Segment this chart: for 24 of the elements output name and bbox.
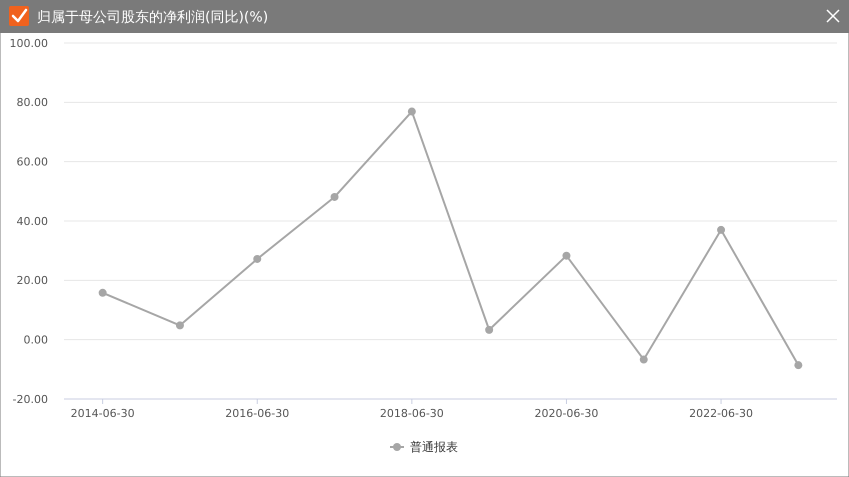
- point: [485, 326, 494, 334]
- y-tick-label: 40.00: [16, 214, 48, 228]
- x-tick-label: 2018-06-30: [380, 407, 444, 420]
- point: [98, 288, 107, 297]
- x-tick-label: 2016-06-30: [225, 407, 290, 420]
- y-tick-label: 100.00: [10, 36, 48, 50]
- point: [408, 108, 416, 116]
- point: [176, 321, 184, 330]
- x-tick-label: 2022-06-30: [689, 407, 754, 420]
- point: [794, 361, 802, 370]
- x-tick-label: 2020-06-30: [534, 407, 598, 420]
- point: [717, 226, 726, 234]
- y-tick-label: 0.00: [24, 334, 48, 347]
- y-tick-label: -20.00: [12, 392, 48, 406]
- legend-label: 普通报表: [410, 440, 458, 454]
- y-tick-label: 80.00: [16, 96, 48, 110]
- point: [640, 356, 648, 364]
- point: [253, 254, 262, 263]
- x-tick-label: 2014-06-30: [70, 407, 135, 420]
- point: [330, 192, 339, 201]
- point: [562, 252, 570, 260]
- y-tick-label: 60.00: [16, 156, 48, 169]
- chart-title: 归属于母公司股东的净利润(同比)(%): [37, 10, 268, 26]
- y-tick-label: 20.00: [16, 274, 48, 288]
